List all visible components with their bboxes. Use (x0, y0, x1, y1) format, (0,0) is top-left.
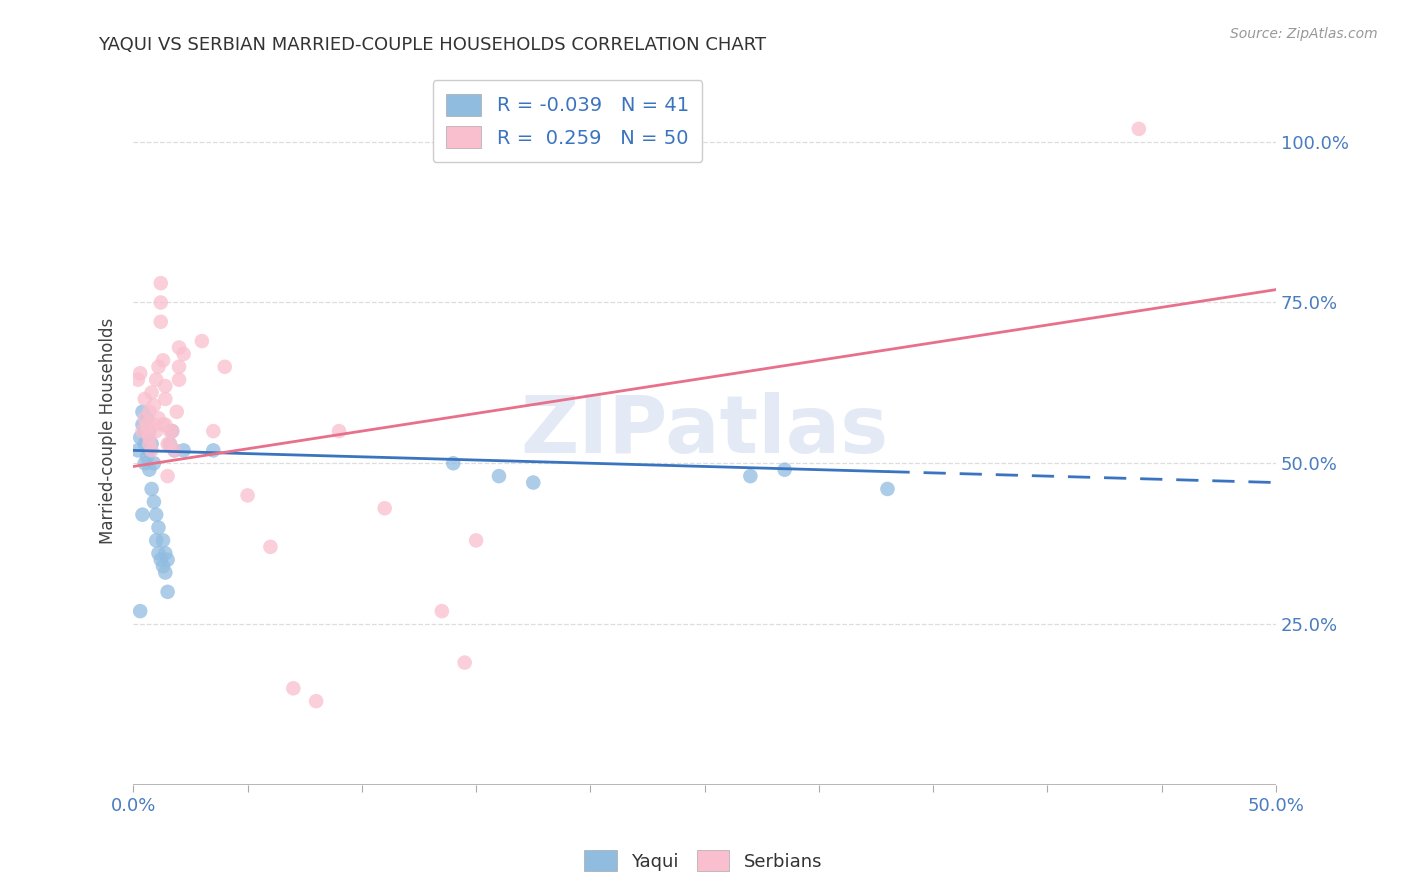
Point (283, 681, 305, 696)
Point (138, 424, 160, 438)
Point (152, 417, 174, 432)
Legend: R = -0.039   N = 41, R =  0.259   N = 50: R = -0.039 N = 41, R = 0.259 N = 50 (433, 80, 703, 162)
Point (141, 443, 163, 458)
Point (191, 334, 214, 348)
Point (149, 315, 172, 329)
Point (160, 424, 183, 438)
Point (167, 373, 190, 387)
Point (149, 552, 172, 566)
Point (159, 437, 181, 451)
Text: ZIPatlas: ZIPatlas (520, 392, 889, 470)
Point (148, 411, 170, 425)
Point (876, 482, 898, 496)
Point (374, 501, 396, 516)
Point (167, 359, 190, 374)
Point (136, 417, 159, 432)
Point (155, 417, 177, 432)
Point (522, 475, 544, 490)
Point (465, 533, 488, 548)
Point (134, 411, 156, 425)
Point (134, 456, 156, 470)
Point (145, 373, 167, 387)
Point (129, 366, 152, 380)
Point (156, 469, 179, 483)
Point (740, 469, 762, 483)
Point (163, 443, 186, 458)
Point (134, 392, 156, 406)
Point (155, 546, 177, 560)
Point (141, 482, 163, 496)
Point (142, 417, 165, 432)
Point (163, 443, 186, 458)
Point (214, 359, 236, 374)
Point (127, 443, 149, 458)
Point (145, 508, 167, 522)
Point (305, 694, 328, 708)
Point (131, 424, 153, 438)
Point (155, 392, 177, 406)
Text: YAQUI VS SERBIAN MARRIED-COUPLE HOUSEHOLDS CORRELATION CHART: YAQUI VS SERBIAN MARRIED-COUPLE HOUSEHOL… (98, 36, 766, 54)
Point (138, 463, 160, 477)
Point (156, 552, 179, 566)
Point (141, 437, 163, 451)
Point (773, 463, 796, 477)
Point (142, 398, 165, 412)
Point (236, 488, 259, 502)
Point (156, 585, 179, 599)
Point (152, 559, 174, 574)
Point (148, 359, 170, 374)
Point (131, 508, 153, 522)
Point (152, 533, 174, 548)
Point (138, 431, 160, 445)
Point (328, 424, 350, 438)
Legend: Yaqui, Serbians: Yaqui, Serbians (576, 843, 830, 879)
Text: Source: ZipAtlas.com: Source: ZipAtlas.com (1230, 27, 1378, 41)
Point (138, 443, 160, 458)
Point (152, 353, 174, 368)
Point (136, 431, 159, 445)
Y-axis label: Married-couple Households: Married-couple Households (100, 318, 117, 544)
Point (160, 424, 183, 438)
Point (142, 495, 165, 509)
Point (136, 411, 159, 425)
Point (148, 520, 170, 534)
Point (136, 424, 159, 438)
Point (159, 437, 181, 451)
Point (441, 456, 464, 470)
Point (173, 443, 195, 458)
Point (259, 540, 281, 554)
Point (488, 469, 510, 483)
Point (430, 604, 453, 618)
Point (159, 424, 181, 438)
Point (131, 405, 153, 419)
Point (141, 385, 163, 400)
Point (134, 437, 156, 451)
Point (202, 443, 225, 458)
Point (134, 424, 156, 438)
Point (127, 373, 149, 387)
Point (145, 424, 167, 438)
Point (156, 437, 179, 451)
Point (136, 450, 159, 464)
Point (148, 546, 170, 560)
Point (167, 341, 190, 355)
Point (1128, 121, 1150, 136)
Point (155, 566, 177, 580)
Point (149, 295, 172, 310)
Point (454, 656, 477, 670)
Point (145, 533, 167, 548)
Point (129, 431, 152, 445)
Point (129, 604, 152, 618)
Point (173, 347, 195, 361)
Point (138, 405, 160, 419)
Point (149, 276, 172, 290)
Point (138, 437, 160, 451)
Point (131, 417, 153, 432)
Point (142, 456, 165, 470)
Point (155, 379, 177, 393)
Point (166, 405, 188, 419)
Point (202, 424, 225, 438)
